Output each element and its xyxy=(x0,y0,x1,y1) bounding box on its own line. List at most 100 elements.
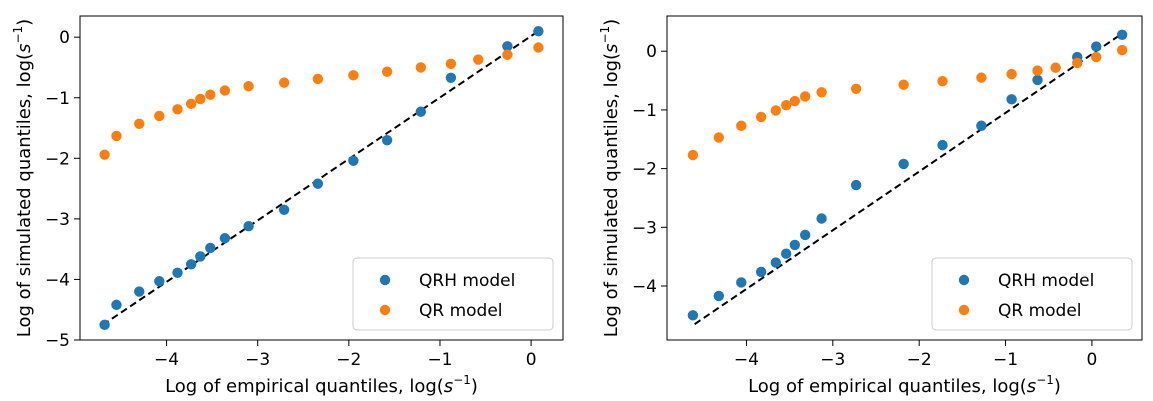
data-point xyxy=(278,204,290,215)
legend-marker xyxy=(379,304,391,316)
y-tick-label: −3 xyxy=(632,218,657,238)
data-point xyxy=(312,73,324,85)
data-point xyxy=(172,104,183,115)
data-point xyxy=(172,267,183,278)
data-point xyxy=(502,49,513,60)
data-point xyxy=(219,233,231,244)
x-tick-label: 0 xyxy=(1086,350,1097,370)
data-point xyxy=(445,72,457,83)
data-point xyxy=(976,120,987,131)
data-point xyxy=(195,93,206,105)
series-qrh xyxy=(99,25,544,331)
data-point xyxy=(1006,68,1017,80)
reference-line xyxy=(694,32,1123,325)
data-point xyxy=(1006,94,1017,105)
data-point xyxy=(755,111,767,123)
data-point xyxy=(713,132,725,143)
data-point xyxy=(205,89,216,100)
series-qr xyxy=(687,44,1128,161)
legend-label: QR model xyxy=(998,301,1082,321)
y-tick-label: −3 xyxy=(45,210,70,230)
data-point xyxy=(687,310,699,321)
legend-label: QRH model xyxy=(998,271,1094,291)
legend-box xyxy=(931,257,1133,331)
data-point xyxy=(205,242,216,254)
y-axis-label: Log of simulated quantiles, log(s−1) xyxy=(11,19,35,337)
data-point xyxy=(111,130,122,142)
data-point xyxy=(1050,62,1061,73)
data-point xyxy=(780,248,792,259)
data-point xyxy=(533,25,544,37)
y-tick-label: −5 xyxy=(45,331,70,351)
data-point xyxy=(937,75,948,87)
data-point xyxy=(1091,51,1102,63)
data-point xyxy=(134,118,145,129)
data-point xyxy=(1032,65,1043,76)
data-point xyxy=(99,149,110,160)
data-point xyxy=(736,120,747,131)
data-point xyxy=(937,139,948,151)
data-point xyxy=(1032,74,1043,86)
data-point xyxy=(770,105,782,116)
data-point xyxy=(154,276,165,287)
data-point xyxy=(312,178,324,189)
legend-marker xyxy=(958,304,970,316)
data-point xyxy=(195,251,206,262)
data-point xyxy=(976,72,987,83)
legend: QRH model QR model xyxy=(931,257,1133,331)
data-point xyxy=(111,299,122,311)
y-tick-label: −4 xyxy=(632,277,657,297)
y-tick-label: −4 xyxy=(45,270,70,290)
chart-panel-1: −4 −3 −2 −1 0 −5 −4 −3 −2 −1 0 Log of empirical qua… xyxy=(11,15,564,397)
data-point xyxy=(381,66,393,77)
data-point xyxy=(154,110,165,122)
data-point xyxy=(1116,29,1128,40)
x-tick-label: −1 xyxy=(993,350,1018,370)
plot-frame xyxy=(666,15,1143,341)
data-point xyxy=(850,83,862,94)
data-point xyxy=(736,277,747,288)
y-tick-label: −1 xyxy=(632,101,657,121)
y-tick-label: −2 xyxy=(632,160,657,180)
data-point xyxy=(898,79,909,90)
data-point xyxy=(415,106,427,117)
y-tick-label: −1 xyxy=(45,89,70,109)
data-point xyxy=(533,42,544,53)
data-point xyxy=(1116,44,1128,56)
series-qr xyxy=(99,42,544,160)
y-tick-label: 0 xyxy=(59,28,70,48)
y-tick-label: 0 xyxy=(646,42,657,62)
x-tick-label: −3 xyxy=(245,350,270,370)
data-point xyxy=(789,95,801,107)
x-tick-label: −4 xyxy=(734,350,759,370)
data-point xyxy=(850,179,862,191)
legend-box xyxy=(352,257,554,331)
data-point xyxy=(687,149,699,161)
data-point xyxy=(770,257,782,268)
data-point xyxy=(898,158,909,170)
data-point xyxy=(780,100,792,111)
data-point xyxy=(1091,41,1102,52)
legend-marker xyxy=(958,274,970,286)
data-point xyxy=(243,220,254,232)
data-point xyxy=(381,134,393,146)
x-tick-label: −4 xyxy=(154,350,179,370)
data-point xyxy=(473,54,484,65)
y-axis-label: Log of simulated quantiles, log(s−1) xyxy=(598,19,622,337)
legend-label: QR model xyxy=(419,301,503,321)
data-point xyxy=(816,87,827,98)
x-tick-label: −2 xyxy=(907,350,932,370)
x-axis-label: Log of empirical quantiles, log(s−1) xyxy=(165,373,478,397)
x-tick-label: 0 xyxy=(526,350,537,370)
data-point xyxy=(99,319,110,331)
data-point xyxy=(755,266,767,278)
data-point xyxy=(348,155,359,166)
data-point xyxy=(816,213,827,224)
legend-marker xyxy=(379,274,391,286)
data-point xyxy=(243,81,254,92)
data-point xyxy=(502,41,513,52)
x-axis-label: Log of empirical quantiles, log(s−1) xyxy=(748,373,1061,397)
data-point xyxy=(278,77,290,88)
data-point xyxy=(348,70,359,81)
data-point xyxy=(789,239,801,251)
